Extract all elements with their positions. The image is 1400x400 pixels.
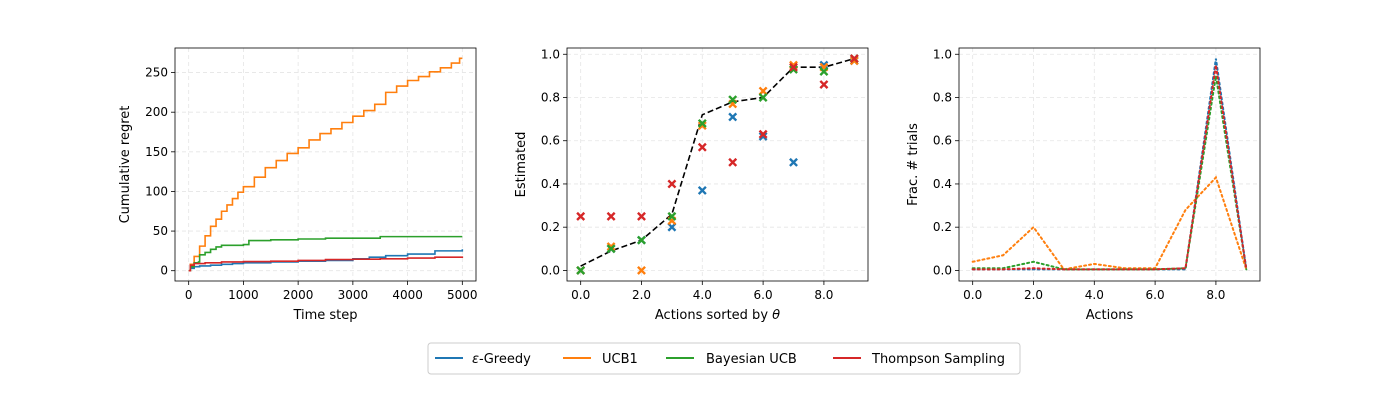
plot-area: [971, 58, 1248, 271]
legend-item-epsilon-greedy: ε-Greedy: [435, 352, 531, 367]
x-tick-label: 6.0: [1146, 288, 1165, 302]
x-axis-label-text: Actions sorted by: [655, 308, 772, 323]
legend-item-thompson-sampling: Thompson Sampling: [833, 352, 1005, 367]
marker-bayesian-ucb: [758, 93, 768, 102]
series-line-bayesian-ucb: [188, 235, 463, 272]
y-tick-label: 0.4: [933, 177, 952, 191]
x-tick-label: 3000: [338, 288, 369, 302]
y-axis-label: Frac. # trials: [906, 123, 921, 206]
legend-label-epsilon-greedy: ε-Greedy: [472, 352, 531, 367]
legend-label-ucb1: UCB1: [602, 352, 638, 367]
x-tick-label: 5000: [447, 288, 478, 302]
x-tick-label: 8.0: [1206, 288, 1225, 302]
x-tick-label: 0: [185, 288, 193, 302]
series-line-bayesian-ucb: [971, 75, 1248, 271]
x-tick-label: 2000: [283, 288, 314, 302]
trial-fraction-chart: 0.0 2.0 4.0 6.0 8.0 0.0 0.2 0.4 0.6 0.8 1.0 Actions…: [906, 47, 1261, 323]
legend-label-bayesian-ucb: Bayesian UCB: [706, 352, 797, 367]
x-tick-label: 0.0: [963, 288, 982, 302]
true-theta-line: [580, 57, 855, 267]
plot-area: [576, 54, 859, 275]
y-tick-label: 0.6: [541, 134, 560, 148]
legend-item-ucb1: UCB1: [563, 352, 638, 367]
plot-frame: [958, 47, 1261, 282]
plot-frame: [174, 47, 477, 282]
x-tick-label: 6.0: [754, 288, 773, 302]
y-tick-label: 50: [153, 224, 168, 238]
marker-epsilon-greedy: [758, 131, 768, 141]
y-tick-label: 1.0: [541, 47, 560, 61]
plot-area: [188, 57, 464, 272]
legend: ε-Greedy UCB1 Bayesian UCB Thompson Samp…: [427, 342, 1021, 375]
marker-bayesian-ucb: [667, 211, 677, 221]
y-tick-label: 200: [145, 105, 168, 119]
x-tick-label: 4.0: [693, 288, 712, 302]
plot-frame: [566, 47, 869, 282]
marker-bayesian-ucb: [728, 95, 738, 105]
y-tick-label: 150: [145, 145, 168, 159]
series-line-thompson: [188, 256, 464, 272]
series-line-ucb1: [188, 57, 463, 272]
marker-epsilon-greedy: [789, 157, 798, 167]
theta-symbol: θ: [772, 308, 780, 323]
marker-thompson: [667, 179, 677, 189]
series-line-thompson: [971, 64, 1248, 271]
marker-thompson: [849, 54, 859, 64]
x-axis-label: Time step: [292, 308, 357, 323]
marker-ucb1: [849, 56, 859, 66]
marker-thompson: [606, 211, 616, 221]
marker-bayesian-ucb: [576, 265, 586, 275]
marker-thompson: [697, 142, 707, 152]
estimated-theta-chart: 0.0 2.0 4.0 6.0 8.0 0.0 0.2 0.4 0.6 0.8 1.0 Actions…: [514, 47, 869, 323]
legend-frame: [427, 342, 1021, 375]
y-tick-label: 0.2: [933, 220, 952, 234]
y-tick-label: 0.6: [933, 134, 952, 148]
series-line-epsilon-greedy: [971, 58, 1248, 271]
marker-ucb1: [697, 121, 707, 131]
y-axis-label: Cumulative regret: [118, 106, 133, 224]
marker-thompson: [728, 157, 738, 167]
x-tick-label: 0.0: [571, 288, 590, 302]
legend-epsilon-symbol: ε: [472, 352, 479, 367]
x-tick-label: 4.0: [1085, 288, 1104, 302]
x-tick-label: 4000: [392, 288, 423, 302]
y-axis-label: Estimated: [514, 132, 529, 198]
y-tick-label: 0.2: [541, 220, 560, 234]
x-axis-label: Actions sorted by θ: [655, 308, 780, 323]
legend-label-thompson-sampling: Thompson Sampling: [871, 352, 1005, 367]
x-tick-label: 1000: [228, 288, 259, 302]
y-tick-label: 1.0: [933, 47, 952, 61]
y-tick-label: 0: [160, 264, 168, 278]
marker-thompson: [637, 211, 646, 221]
marker-epsilon-greedy: [728, 112, 738, 122]
y-tick-label: 0.8: [933, 90, 952, 104]
marker-bayesian-ucb: [819, 67, 829, 77]
series-line-ucb1: [971, 175, 1248, 271]
marker-thompson: [819, 80, 829, 89]
y-tick-label: 0.8: [541, 90, 560, 104]
x-axis-label: Actions: [1086, 308, 1134, 323]
marker-thompson: [576, 211, 586, 221]
y-tick-label: 0.0: [541, 263, 560, 277]
marker-ucb1: [606, 242, 616, 252]
marker-thompson: [789, 62, 798, 72]
marker-thompson: [758, 129, 768, 139]
x-tick-label: 2.0: [632, 288, 651, 302]
y-tick-label: 100: [145, 184, 168, 198]
marker-bayesian-ucb: [637, 235, 646, 245]
legend-epsilon-suffix: -Greedy: [479, 352, 531, 367]
marker-bayesian-ucb: [697, 118, 707, 128]
marker-bayesian-ucb: [789, 64, 798, 74]
y-tick-label: 0.4: [541, 177, 560, 191]
x-tick-label: 8.0: [814, 288, 833, 302]
marker-ucb1: [637, 265, 646, 275]
marker-epsilon-greedy: [697, 185, 707, 195]
y-tick-label: 0.0: [933, 263, 952, 277]
legend-item-bayesian-ucb: Bayesian UCB: [666, 352, 797, 367]
y-tick-label: 250: [145, 66, 168, 80]
x-tick-label: 2.0: [1024, 288, 1043, 302]
regret-chart: 0 1000 2000 3000 4000 5000 0 50 100 150 200 250 Time…: [118, 47, 478, 323]
marker-bayesian-ucb: [606, 244, 616, 254]
